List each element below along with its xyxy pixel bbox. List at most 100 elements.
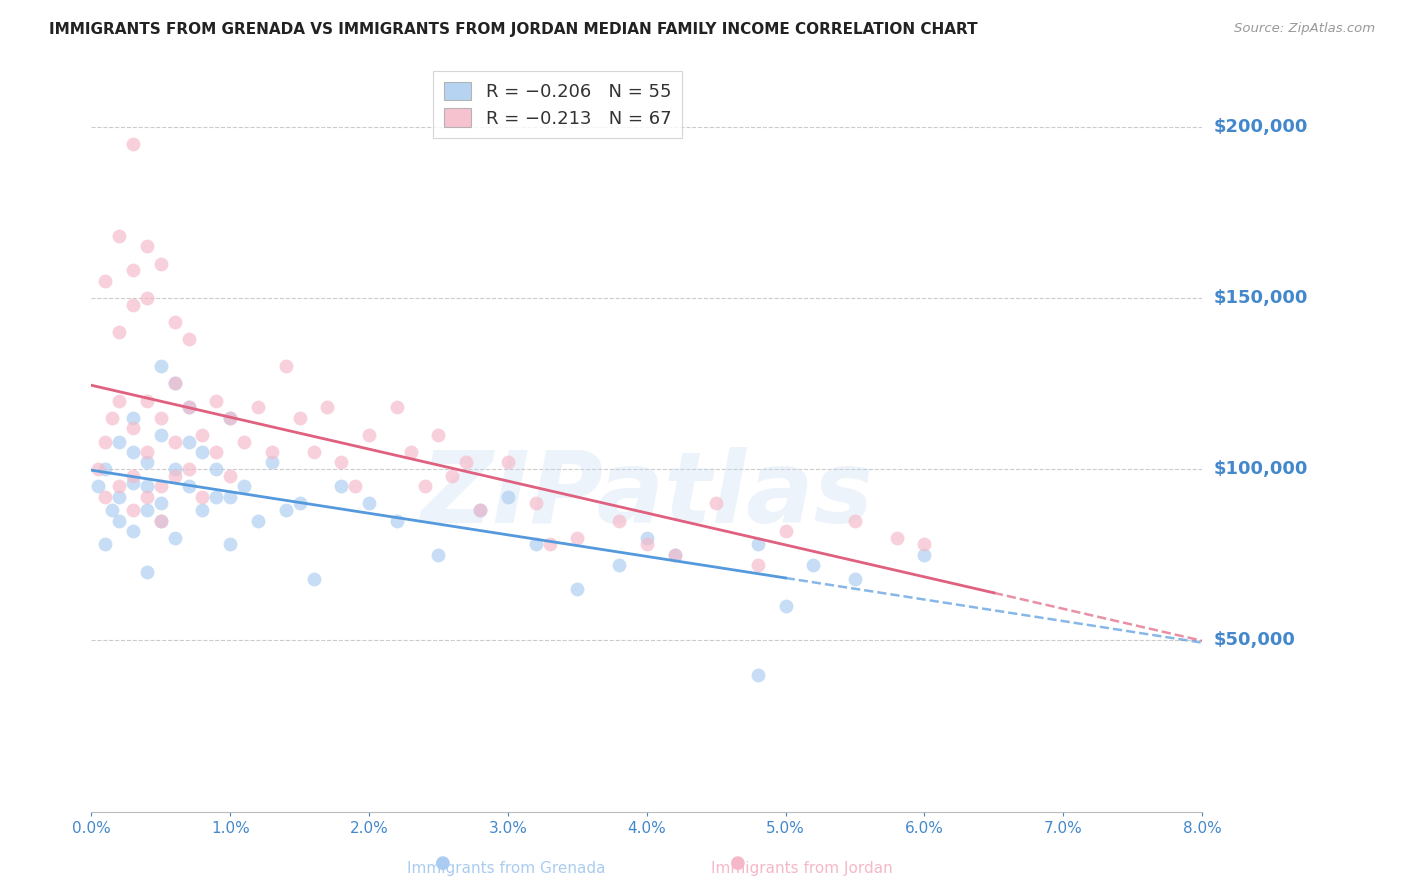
Point [288, 410, 311, 425]
Point [177, 332, 200, 346]
Point [94, 434, 117, 449]
Point [191, 490, 214, 504]
Point [135, 503, 157, 517]
Point [247, 401, 270, 415]
Point [260, 445, 283, 459]
Point [108, 393, 131, 408]
Point [844, 572, 866, 586]
Point [260, 455, 283, 469]
Point [775, 524, 797, 538]
Point [524, 537, 547, 551]
Point [205, 462, 228, 476]
Point [94, 490, 117, 504]
Point [149, 427, 172, 442]
Point [163, 462, 186, 476]
Point [288, 496, 311, 510]
Point [247, 514, 270, 528]
Point [274, 359, 297, 374]
Point [163, 376, 186, 391]
Point [122, 421, 145, 435]
Point [219, 537, 242, 551]
Point [191, 503, 214, 517]
Point [233, 434, 256, 449]
Text: $200,000: $200,000 [1213, 118, 1308, 136]
Point [385, 401, 408, 415]
Point [122, 524, 145, 538]
Point [747, 537, 769, 551]
Text: $150,000: $150,000 [1213, 289, 1308, 307]
Point [177, 434, 200, 449]
Point [135, 490, 157, 504]
Point [468, 503, 491, 517]
Point [149, 359, 172, 374]
Point [330, 455, 353, 469]
Point [108, 514, 131, 528]
Point [205, 393, 228, 408]
Point [302, 445, 325, 459]
Point [538, 537, 561, 551]
Point [302, 572, 325, 586]
Point [385, 514, 408, 528]
Point [191, 427, 214, 442]
Point [191, 445, 214, 459]
Point [496, 455, 519, 469]
Text: $100,000: $100,000 [1213, 460, 1308, 478]
Point [205, 490, 228, 504]
Legend: R = −0.206   N = 55, R = −0.213   N = 67: R = −0.206 N = 55, R = −0.213 N = 67 [433, 70, 682, 138]
Point [330, 479, 353, 493]
Point [94, 537, 117, 551]
Point [233, 479, 256, 493]
Point [149, 256, 172, 270]
Point [316, 401, 339, 415]
Point [219, 490, 242, 504]
Point [108, 325, 131, 339]
Text: Source: ZipAtlas.com: Source: ZipAtlas.com [1234, 22, 1375, 36]
Point [456, 455, 478, 469]
Point [135, 445, 157, 459]
Point [163, 315, 186, 329]
Point [135, 393, 157, 408]
Point [135, 455, 157, 469]
Point [149, 514, 172, 528]
Point [94, 274, 117, 288]
Point [607, 514, 630, 528]
Point [427, 427, 450, 442]
Point [636, 537, 658, 551]
Point [636, 531, 658, 545]
Point [122, 298, 145, 312]
Point [664, 548, 686, 562]
Point [149, 410, 172, 425]
Text: IMMIGRANTS FROM GRENADA VS IMMIGRANTS FROM JORDAN MEDIAN FAMILY INCOME CORRELATI: IMMIGRANTS FROM GRENADA VS IMMIGRANTS FR… [49, 22, 977, 37]
Point [524, 496, 547, 510]
Point [427, 548, 450, 562]
Point [94, 462, 117, 476]
Point [844, 514, 866, 528]
Point [704, 496, 727, 510]
Point [101, 410, 124, 425]
Point [122, 503, 145, 517]
Point [344, 479, 367, 493]
Point [177, 401, 200, 415]
Point [886, 531, 908, 545]
Point [912, 548, 935, 562]
Point [135, 239, 157, 253]
Point [122, 475, 145, 490]
Text: ●: ● [730, 855, 747, 872]
Point [108, 490, 131, 504]
Point [122, 469, 145, 483]
Point [801, 558, 824, 572]
Point [87, 479, 110, 493]
Point [108, 229, 131, 244]
Point [357, 427, 380, 442]
Point [163, 434, 186, 449]
Point [496, 490, 519, 504]
Point [357, 496, 380, 510]
Point [163, 376, 186, 391]
Point [219, 410, 242, 425]
Point [177, 401, 200, 415]
Point [468, 503, 491, 517]
Point [135, 291, 157, 305]
Point [567, 531, 589, 545]
Point [219, 469, 242, 483]
Point [399, 445, 422, 459]
